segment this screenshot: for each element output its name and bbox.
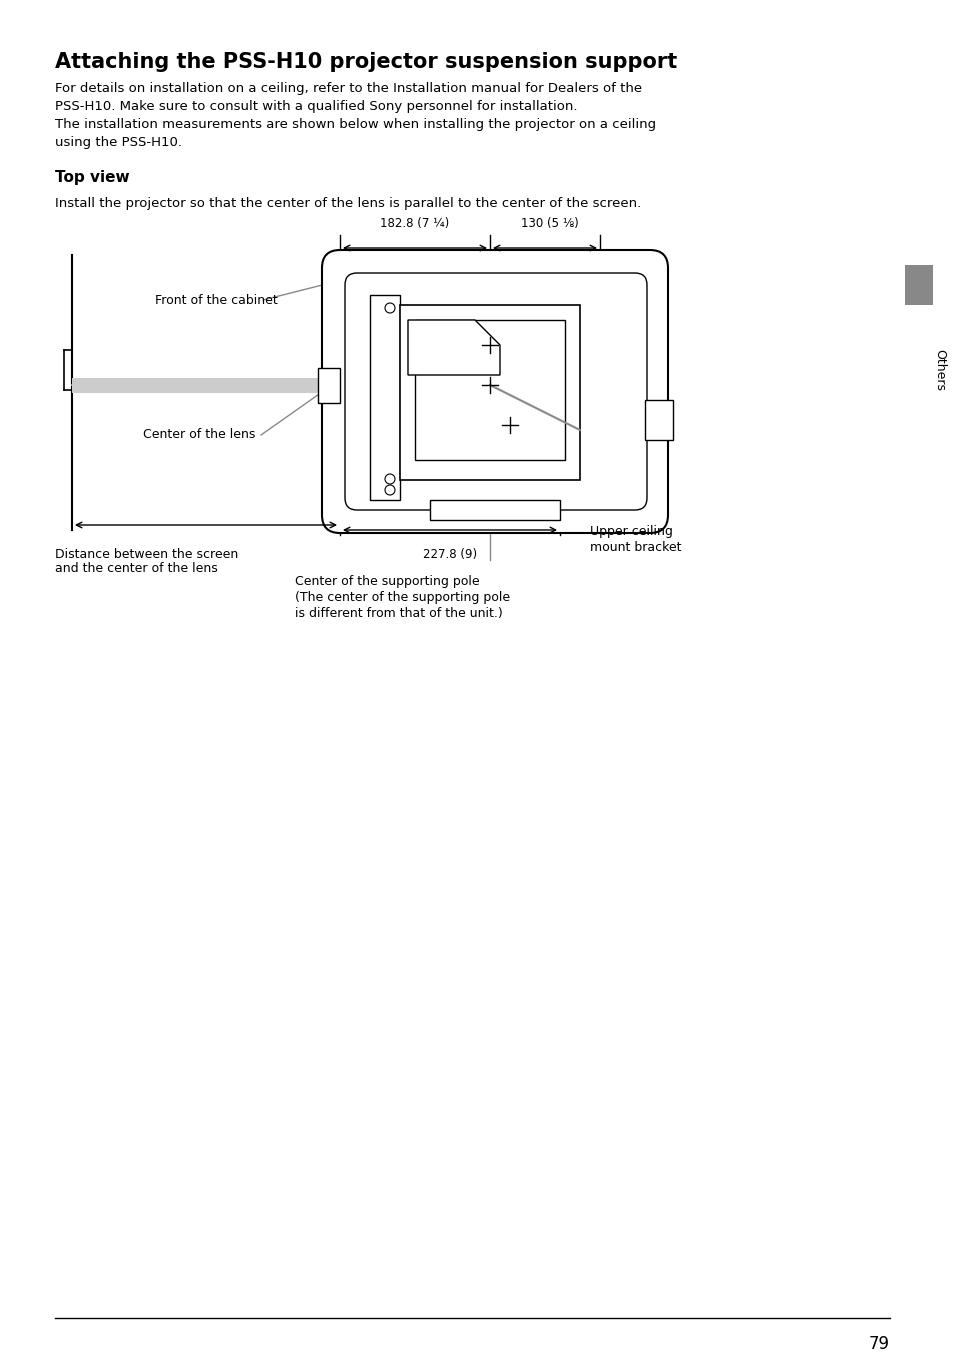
- Circle shape: [385, 303, 395, 314]
- Polygon shape: [408, 320, 499, 375]
- Text: For details on installation on a ceiling, refer to the Installation manual for D: For details on installation on a ceiling…: [55, 82, 641, 95]
- Bar: [317, 368, 339, 403]
- Text: Install the projector so that the center of the lens is parallel to the center o: Install the projector so that the center…: [55, 197, 640, 210]
- Text: Others: Others: [933, 349, 945, 391]
- Text: Attaching the PSS-H10 projector suspension support: Attaching the PSS-H10 projector suspensi…: [55, 51, 677, 72]
- Text: is different from that of the unit.): is different from that of the unit.): [294, 607, 502, 621]
- Text: 79: 79: [868, 1334, 889, 1352]
- Text: Front of the cabinet: Front of the cabinet: [154, 293, 277, 307]
- Text: Distance between the screen: Distance between the screen: [55, 548, 238, 561]
- Circle shape: [385, 475, 395, 484]
- Text: 130 (5 ⅛): 130 (5 ⅛): [520, 218, 578, 230]
- Bar: [71, 379, 345, 393]
- Text: 227.8 (9): 227.8 (9): [422, 548, 476, 561]
- Text: Center of the supporting pole: Center of the supporting pole: [294, 575, 479, 588]
- Text: mount bracket: mount bracket: [589, 541, 680, 554]
- Text: PSS-H10. Make sure to consult with a qualified Sony personnel for installation.: PSS-H10. Make sure to consult with a qua…: [55, 100, 577, 114]
- Bar: [430, 500, 559, 521]
- Bar: [370, 295, 399, 500]
- FancyBboxPatch shape: [345, 273, 646, 510]
- Text: Center of the lens: Center of the lens: [143, 429, 255, 442]
- Bar: [415, 320, 564, 460]
- FancyBboxPatch shape: [322, 250, 667, 533]
- Text: and the center of the lens: and the center of the lens: [55, 562, 217, 575]
- Text: The installation measurements are shown below when installing the projector on a: The installation measurements are shown …: [55, 118, 656, 131]
- Circle shape: [385, 485, 395, 495]
- Text: Top view: Top view: [55, 170, 130, 185]
- Bar: [399, 306, 579, 480]
- Bar: [644, 400, 672, 439]
- Text: using the PSS-H10.: using the PSS-H10.: [55, 137, 182, 149]
- Bar: [904, 265, 932, 306]
- Text: (The center of the supporting pole: (The center of the supporting pole: [294, 591, 510, 604]
- Text: Upper ceiling: Upper ceiling: [589, 525, 672, 538]
- Text: 182.8 (7 ¼): 182.8 (7 ¼): [380, 218, 449, 230]
